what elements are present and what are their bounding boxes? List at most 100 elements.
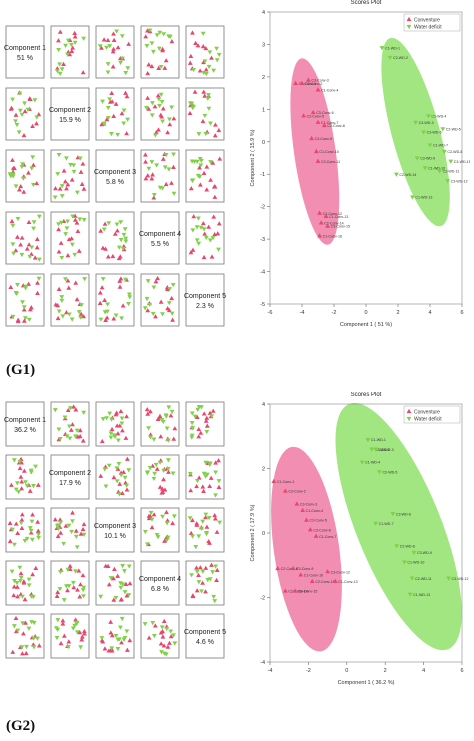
pairs-point bbox=[150, 49, 156, 55]
pairs-point bbox=[82, 631, 87, 636]
pairs-point bbox=[158, 92, 164, 97]
y-tick-label: 2 bbox=[262, 467, 265, 473]
pairs-point bbox=[111, 46, 116, 51]
pairs-point bbox=[13, 521, 19, 526]
pairs-point bbox=[77, 630, 83, 635]
scores-point bbox=[271, 478, 277, 483]
pairs-point bbox=[55, 618, 61, 623]
pairs-point bbox=[145, 173, 151, 178]
pairs-point bbox=[15, 594, 21, 599]
pairs-point bbox=[208, 160, 214, 165]
pairs-point bbox=[150, 621, 156, 626]
pairs-point bbox=[80, 572, 86, 578]
pairs-point bbox=[109, 132, 114, 137]
pairs-point bbox=[162, 65, 168, 70]
pairs-point bbox=[165, 535, 171, 540]
pairs-point bbox=[127, 295, 133, 300]
pairs-point bbox=[106, 648, 112, 653]
pairs-point bbox=[159, 625, 165, 630]
component-variance: 6.8 % bbox=[151, 586, 169, 593]
pairs-point bbox=[158, 299, 164, 304]
pairs-point bbox=[165, 466, 171, 472]
pairs-point bbox=[23, 650, 29, 656]
pairs-point bbox=[126, 468, 132, 473]
pairs-point bbox=[190, 593, 196, 598]
point-label: C3-WD-6 bbox=[396, 512, 411, 516]
pairs-cell bbox=[50, 454, 90, 500]
pairs-point bbox=[100, 277, 106, 282]
point-label: C2-WD-2 bbox=[393, 56, 408, 60]
point-label: C2-WD-11 bbox=[443, 170, 460, 174]
pairs-point bbox=[56, 222, 61, 227]
pairs-point bbox=[125, 117, 131, 122]
pairs-point bbox=[145, 411, 151, 416]
component-name: Component 2 bbox=[49, 107, 91, 114]
pairs-point bbox=[123, 277, 128, 282]
pairs-point bbox=[35, 482, 41, 487]
pairs-point bbox=[214, 567, 220, 572]
pairs-point bbox=[209, 55, 214, 60]
pairs-point bbox=[163, 181, 169, 187]
pairs-point bbox=[119, 490, 125, 496]
point-label: C3-WD-9 bbox=[420, 157, 435, 161]
pairs-point bbox=[166, 405, 172, 410]
pairs-point bbox=[123, 90, 128, 95]
pairs-point bbox=[171, 191, 177, 196]
pairs-point bbox=[105, 62, 111, 67]
component-variance: 5.5 % bbox=[151, 241, 169, 248]
pairs-point bbox=[204, 164, 210, 169]
pairs-point bbox=[102, 646, 108, 651]
scores-point bbox=[421, 130, 426, 135]
scores-point bbox=[445, 179, 450, 184]
pairs-point bbox=[13, 184, 19, 189]
pairs-point bbox=[57, 587, 63, 592]
point-label: C3-Conv-12 bbox=[323, 212, 342, 216]
pairs-point bbox=[213, 564, 219, 569]
pairs-point bbox=[72, 40, 78, 45]
pairs-point bbox=[105, 254, 111, 259]
pairs-point bbox=[206, 64, 212, 70]
y-tick-label: -3 bbox=[260, 237, 265, 243]
pairs-point bbox=[107, 97, 113, 102]
pairs-matrix-g2-svg: Component 1 36.2 % Component 2 17.9 % Compon… bbox=[4, 401, 226, 659]
pairs-point bbox=[26, 317, 32, 322]
component-variance: 51 % bbox=[17, 55, 33, 62]
pairs-point bbox=[154, 163, 160, 168]
pairs-point bbox=[24, 246, 30, 251]
point-label: C1-WD-10 bbox=[407, 561, 424, 565]
scores-point bbox=[440, 127, 446, 132]
pairs-point bbox=[144, 296, 150, 302]
pairs-point bbox=[115, 637, 121, 643]
y-axis-label: Component 2 ( 15.9 %) bbox=[250, 129, 256, 186]
pairs-point bbox=[114, 423, 120, 428]
pairs-point bbox=[28, 470, 34, 475]
pairs-point bbox=[163, 58, 169, 63]
pairs-point bbox=[198, 163, 204, 168]
pairs-point bbox=[144, 407, 150, 412]
pairs-point bbox=[65, 219, 70, 224]
pairs-point bbox=[196, 580, 202, 585]
pairs-point bbox=[122, 590, 128, 595]
pairs-point bbox=[162, 165, 168, 170]
scores-point bbox=[304, 517, 309, 522]
scores-point bbox=[282, 488, 288, 493]
pairs-point bbox=[16, 490, 22, 495]
x-tick-label: -2 bbox=[306, 668, 311, 674]
point-label: C2-WD-5 bbox=[446, 127, 461, 131]
pairs-point bbox=[113, 595, 119, 601]
pairs-point bbox=[204, 423, 210, 428]
pairs-point bbox=[54, 593, 60, 599]
pairs-point bbox=[118, 408, 124, 414]
pairs-point bbox=[26, 577, 32, 582]
pairs-point bbox=[120, 564, 126, 569]
scores-point bbox=[427, 143, 433, 148]
pairs-point bbox=[12, 579, 17, 584]
component-name: Component 4 bbox=[139, 576, 181, 583]
pairs-point bbox=[187, 516, 193, 521]
pairs-point bbox=[58, 640, 64, 646]
pairs-point bbox=[146, 635, 152, 640]
pairs-point bbox=[31, 484, 36, 489]
pairs-point bbox=[17, 91, 23, 96]
x-axis-label: Component 1 ( 51 %) bbox=[340, 322, 392, 328]
pairs-point bbox=[81, 186, 87, 191]
